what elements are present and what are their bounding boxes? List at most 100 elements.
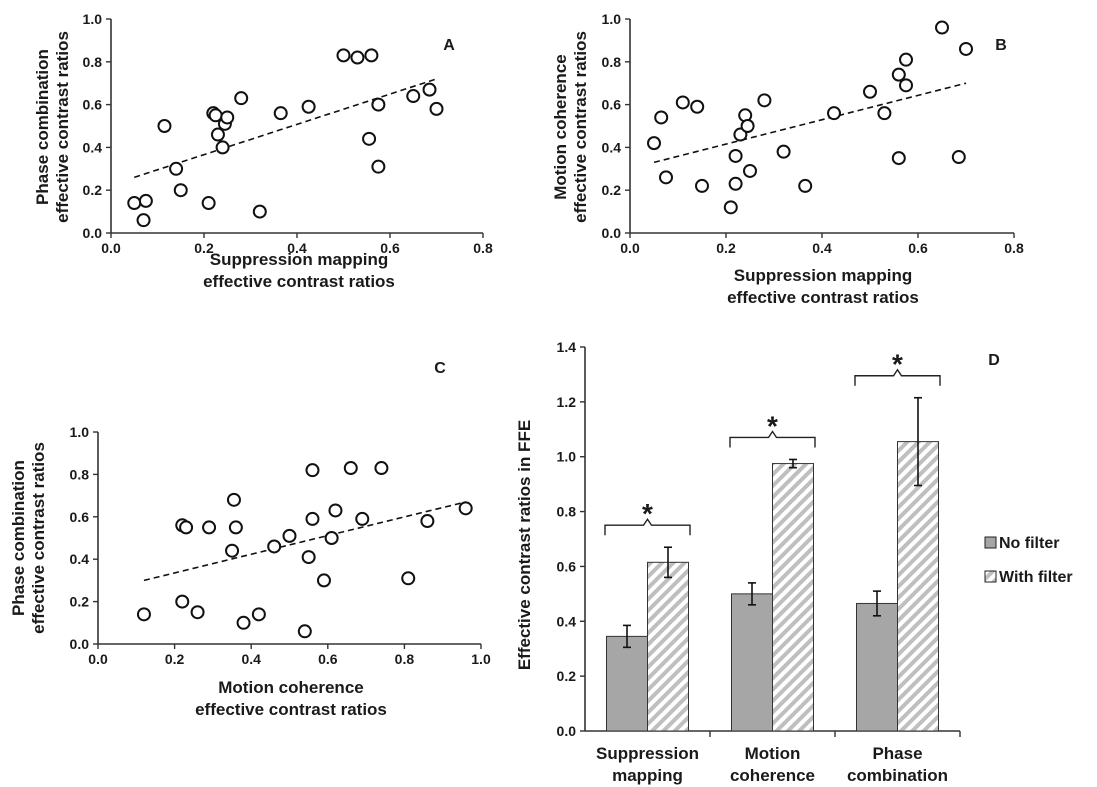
- panel-c-data-point: [236, 615, 251, 630]
- panel-b-data-point: [743, 163, 757, 178]
- panel-a-data-point: [234, 91, 249, 106]
- panel-a-data-point: [210, 127, 225, 142]
- panel-b-data-point: [757, 93, 772, 108]
- panel-a-trendline: [134, 78, 437, 179]
- panel-c-xlabel-line1: Motion coherence: [218, 678, 363, 697]
- panel-d-bar-no-filter: [606, 635, 648, 732]
- panel-b-ylabel-line2: effective contrast ratios: [571, 31, 590, 223]
- panel-a-data-point: [215, 140, 230, 155]
- panel-d-bar-no-filter: [856, 602, 898, 732]
- panel-c-y-tick-label: 0.2: [70, 594, 90, 610]
- panel-c-data-point: [458, 501, 473, 516]
- panel-c-data-point: [301, 550, 316, 565]
- panel-a-data-point: [173, 183, 188, 198]
- panel-c-xlabel-line2: effective contrast ratios: [195, 700, 387, 719]
- panel-b-data-point: [695, 178, 709, 193]
- panel-a-data-point: [138, 193, 153, 208]
- panel-c-scatter: Phase combination effective contrast rat…: [9, 360, 491, 719]
- panel-a-xlabel-line1: Suppression mapping: [210, 250, 389, 269]
- panel-c-y-tick-label: 0.4: [70, 551, 90, 567]
- panel-c-data-point: [179, 520, 194, 535]
- panel-a-data-point: [252, 204, 267, 219]
- panel-a-data-point: [220, 110, 235, 125]
- panel-b-ylabel-line1: Motion coherence: [551, 54, 570, 199]
- panel-c-x-tick-label: 0.8: [395, 651, 415, 667]
- panel-d-y-tick-label: 0.0: [557, 723, 577, 739]
- panel-a-y-tick-label: 1.0: [83, 11, 103, 27]
- panel-a-data-point: [136, 213, 151, 228]
- panel-a-scatter: Phase combination effective contrast rat…: [33, 11, 493, 291]
- panel-a-y-tick-label: 0.8: [83, 54, 103, 70]
- panel-c-data-point: [251, 607, 266, 622]
- panel-b-data-point: [675, 95, 690, 110]
- panel-c-data-point: [374, 461, 389, 476]
- panel-a-x-tick-label: 0.8: [473, 240, 493, 256]
- panel-b-x-tick-label: 0.2: [716, 240, 736, 256]
- panel-c-data-point: [401, 571, 416, 586]
- panel-a-x-tick-label: 0.0: [101, 240, 121, 256]
- panel-d-y-tick-label: 0.6: [557, 558, 577, 574]
- panel-b-x-tick-label: 0.0: [620, 240, 640, 256]
- panel-c-data-point: [282, 528, 297, 543]
- panel-a-data-point: [201, 196, 216, 211]
- panel-d-category-label: mapping: [612, 766, 683, 785]
- panel-b-letter: B: [995, 37, 1007, 54]
- panel-c-letter: C: [434, 360, 446, 377]
- panel-b-data-point: [728, 148, 743, 163]
- panel-a-data-point: [371, 97, 386, 112]
- panel-b-data-point: [891, 151, 906, 166]
- panel-c-x-tick-label: 0.0: [88, 651, 108, 667]
- panel-b-data-point: [899, 78, 913, 93]
- panel-a-data-point: [350, 50, 365, 65]
- panel-b-data-point: [827, 106, 841, 121]
- panel-d-significance-bracket: [854, 368, 941, 386]
- panel-a-y-tick-label: 0.4: [83, 139, 103, 155]
- panel-b-data-point: [690, 99, 705, 114]
- panel-d-category-label: Phase: [872, 744, 922, 763]
- legend-label-with-filter: With filter: [999, 569, 1073, 586]
- panel-d-significance-star: *: [892, 349, 903, 380]
- panel-d-significance-star: *: [642, 498, 653, 529]
- panel-a-data-point: [273, 106, 288, 121]
- panel-b-data-point: [659, 170, 673, 185]
- panel-d-y-tick-label: 0.2: [557, 668, 577, 684]
- panel-b-x-tick-label: 0.6: [908, 240, 928, 256]
- panel-a-data-point: [422, 82, 437, 97]
- panel-b-data-point: [863, 84, 877, 99]
- panel-c-x-tick-label: 0.4: [241, 651, 261, 667]
- panel-c-x-tick-label: 0.6: [318, 651, 338, 667]
- panel-a-data-point: [362, 131, 377, 146]
- panel-a-xlabel-line2: effective contrast ratios: [203, 272, 395, 291]
- panel-a-x-tick-label: 0.4: [287, 240, 307, 256]
- panel-c-data-point: [226, 492, 241, 507]
- panel-d-bar-chart: Effective contrast ratios in FFE D No fi…: [515, 339, 1073, 785]
- panel-b-scatter: Motion coherence effective contrast rati…: [551, 11, 1024, 307]
- panel-d-category-label: Suppression: [596, 744, 699, 763]
- panel-b-xlabel-line1: Suppression mapping: [734, 266, 913, 285]
- panel-c-ylabel-line1: Phase combination: [9, 460, 28, 616]
- panel-a-data-point: [364, 48, 379, 63]
- panel-c-x-tick-label: 0.2: [165, 651, 185, 667]
- panel-c-data-point: [267, 539, 282, 554]
- panel-b-data-point: [951, 150, 966, 165]
- panel-c-data-point: [305, 511, 320, 526]
- panel-b-data-point: [935, 20, 949, 35]
- panel-c-y-tick-label: 0.6: [70, 509, 90, 525]
- panel-b-trendline: [653, 82, 967, 164]
- legend-swatch-no-filter: [984, 536, 997, 549]
- panel-d-y-tick-label: 0.8: [557, 504, 577, 520]
- panel-b-data-point: [959, 41, 973, 56]
- panel-c-data-point: [297, 624, 312, 639]
- panel-c-data-point: [136, 607, 151, 622]
- panel-b-y-tick-label: 0.2: [602, 182, 622, 198]
- panel-a-data-point: [301, 99, 316, 114]
- panel-c-data-point: [324, 531, 339, 545]
- panel-b-data-point: [740, 119, 755, 133]
- panel-c-trendline: [143, 501, 466, 582]
- panel-c-data-point: [190, 605, 205, 620]
- panel-c-data-point: [228, 520, 243, 535]
- panel-b-data-point: [891, 67, 906, 82]
- panel-b-y-tick-label: 0.8: [602, 54, 622, 70]
- panel-d-ylabel: Effective contrast ratios in FFE: [515, 420, 534, 670]
- panel-c-data-point: [355, 511, 370, 526]
